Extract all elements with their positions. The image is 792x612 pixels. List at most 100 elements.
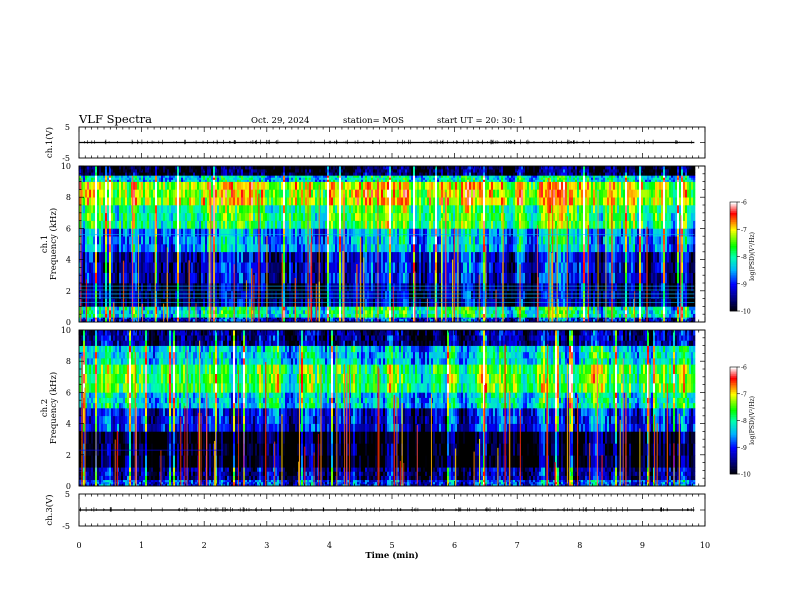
spectrogram-cell bbox=[371, 181, 374, 190]
spectrogram-cell bbox=[391, 205, 394, 214]
spectrogram-cell bbox=[291, 189, 294, 198]
spectrogram-cell bbox=[321, 306, 324, 311]
spectrogram-cell bbox=[125, 172, 128, 176]
spectrogram-cell bbox=[249, 177, 252, 180]
spectrogram-cell bbox=[305, 272, 308, 284]
spectrogram-cell bbox=[215, 179, 218, 182]
spectrogram-cell bbox=[327, 318, 330, 321]
spectrogram-cell bbox=[179, 306, 182, 311]
spectrogram-cell bbox=[413, 236, 416, 245]
spectrogram-cell bbox=[245, 179, 248, 182]
spectrogram-cell bbox=[415, 177, 418, 180]
spectrogram-cell bbox=[277, 228, 280, 237]
spectrogram-cell bbox=[421, 306, 424, 311]
spectrogram-cell bbox=[295, 262, 298, 273]
spectrogram-cell bbox=[245, 205, 248, 214]
spectrogram-cell bbox=[207, 220, 210, 229]
spectrogram-cell bbox=[267, 290, 270, 299]
spectrogram-cell bbox=[105, 205, 108, 214]
spectrogram-cell bbox=[345, 317, 348, 320]
spectrogram-cell bbox=[419, 244, 422, 253]
spectrogram-cell bbox=[155, 236, 158, 245]
spectrogram-cell bbox=[109, 212, 112, 221]
spectrogram-cell bbox=[155, 310, 158, 314]
spectrogram-cell bbox=[231, 172, 234, 176]
spectrogram-cell bbox=[113, 236, 116, 245]
spectrogram-cell bbox=[109, 205, 112, 214]
spectrogram-cell bbox=[205, 166, 208, 170]
spectrogram-cell bbox=[105, 310, 108, 314]
spectrogram-cell bbox=[169, 220, 172, 229]
spectrogram-cell bbox=[121, 283, 124, 292]
spectrogram-cell bbox=[349, 189, 352, 198]
spectrogram-cell bbox=[81, 181, 84, 190]
spectrogram-cell bbox=[341, 306, 344, 311]
spectrogram-cell bbox=[137, 177, 140, 180]
spectrogram-cell bbox=[189, 212, 192, 221]
spectrogram-cell bbox=[409, 318, 412, 321]
spectrogram-cell bbox=[427, 169, 430, 173]
spectrogram-cell bbox=[227, 181, 230, 190]
spectrogram-cell bbox=[207, 189, 210, 198]
spectrogram-cell bbox=[429, 205, 432, 214]
spectrogram-cell bbox=[341, 313, 344, 318]
spectrogram-cell bbox=[351, 175, 354, 178]
spectrogram-cell bbox=[197, 262, 200, 273]
spectrogram-cell bbox=[225, 177, 228, 180]
spectrogram-cell bbox=[109, 197, 112, 206]
spectrogram-cell bbox=[143, 189, 146, 198]
spectrogram-cell bbox=[177, 166, 180, 170]
spectrogram-cell bbox=[99, 262, 102, 273]
spectrogram-cell bbox=[371, 177, 374, 180]
spectrogram-cell bbox=[191, 262, 194, 273]
spectrogram-cell bbox=[259, 197, 262, 206]
spectrogram-cell bbox=[375, 205, 378, 214]
spectrogram-cell bbox=[313, 189, 316, 198]
spectrogram-cell bbox=[145, 262, 148, 273]
spectrogram-cell bbox=[339, 205, 342, 214]
spectrogram-cell bbox=[357, 175, 360, 178]
spectrogram-cell bbox=[375, 272, 378, 284]
spectrogram-cell bbox=[315, 262, 318, 273]
spectrogram-cell bbox=[107, 205, 110, 214]
spectrogram-cell bbox=[97, 283, 100, 292]
spectrogram-cell bbox=[237, 317, 240, 320]
spectrogram-cell bbox=[385, 244, 388, 253]
spectrogram-cell bbox=[321, 197, 324, 206]
spectrogram-cell bbox=[129, 166, 132, 170]
spectrogram-cell bbox=[87, 212, 90, 221]
spectrogram-cell bbox=[361, 212, 364, 221]
spectrogram-cell bbox=[217, 179, 220, 182]
spectrogram-cell bbox=[375, 283, 378, 292]
spectrogram-cell bbox=[263, 177, 266, 180]
spectrogram-cell bbox=[391, 179, 394, 182]
spectrogram-cell bbox=[205, 251, 208, 263]
spectrogram-cell bbox=[211, 212, 214, 221]
spectrogram-cell bbox=[183, 272, 186, 284]
spectrogram-cell bbox=[385, 179, 388, 182]
spectrogram-cell bbox=[273, 310, 276, 314]
spectrogram-cell bbox=[139, 220, 142, 229]
spectrogram-cell bbox=[369, 320, 372, 323]
spectrogram-cell bbox=[117, 318, 120, 321]
spectrogram-cell bbox=[337, 320, 340, 323]
spectrogram-cell bbox=[165, 313, 168, 318]
spectrogram-cell bbox=[327, 283, 330, 292]
spectrogram-cell bbox=[405, 318, 408, 321]
spectrogram-cell bbox=[323, 220, 326, 229]
spectrogram-cell bbox=[373, 166, 376, 170]
spectrogram-cell bbox=[387, 189, 390, 198]
spectrogram-cell bbox=[231, 320, 234, 323]
spectrogram-cell bbox=[313, 166, 316, 170]
spectrogram-cell bbox=[263, 290, 266, 299]
spectrogram-cell bbox=[363, 244, 366, 253]
spectrogram-cell bbox=[421, 313, 424, 318]
spectrogram-cell bbox=[279, 262, 282, 273]
spectrogram-cell bbox=[409, 175, 412, 178]
spectrogram-cell bbox=[181, 169, 184, 173]
spectrogram-cell bbox=[317, 317, 320, 320]
spectrogram-cell bbox=[205, 320, 208, 323]
figure-title: VLF Spectra bbox=[78, 112, 152, 126]
spectrogram-cell bbox=[145, 181, 148, 190]
spectrogram-cell bbox=[265, 172, 268, 176]
